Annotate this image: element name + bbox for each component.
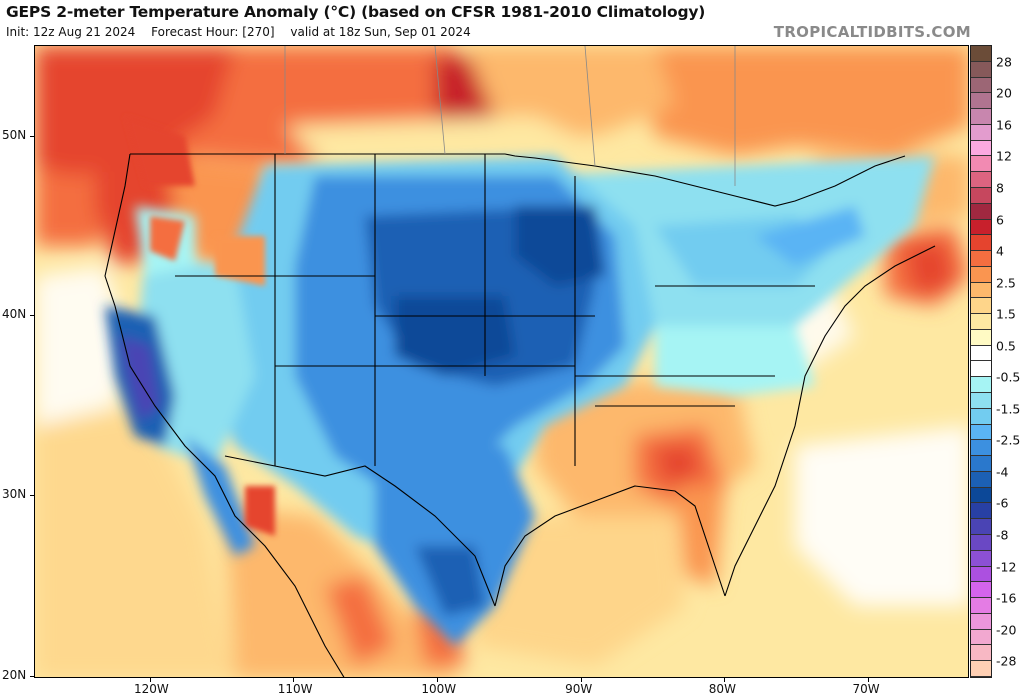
colorbar-band [971,519,991,536]
colorbar-band [971,219,991,236]
chart-subtitle: Init: 12z Aug 21 2024 Forecast Hour: [27… [6,25,483,39]
colorbar-band [971,550,991,567]
colorbar-band [971,361,991,378]
gulf-coast [494,485,726,607]
colorbar-label: 20 [996,85,1012,101]
colorbar-band [971,440,991,457]
colorbar-band [971,187,991,204]
colorbar-band [971,661,991,677]
colorbar-label: -16 [996,590,1017,606]
colorbar-label: 8 [996,180,1004,196]
colorbar-band [971,629,991,646]
lat-tick-mark [30,135,34,137]
colorbar-band [971,140,991,157]
colorbar-label: -4 [996,464,1009,480]
colorbar-band [971,613,991,630]
lon-tick-label: 70W [852,682,880,696]
lon-tick-mark [868,678,869,682]
colorbar-band [971,645,991,662]
colorbar-band [971,266,991,283]
cold-regions [105,156,935,646]
lon-tick-label: 110W [277,682,313,696]
colorbar-band [971,393,991,409]
colorbar-label: -2.5 [996,432,1021,448]
lat-tick-label: 50N [2,128,27,142]
colorbar-label: 6 [996,212,1004,228]
lon-tick-label: 100W [421,682,457,696]
colorbar-band [971,471,991,488]
lon-tick-mark [580,678,582,682]
forecast-hour: Forecast Hour: [270] [151,25,275,39]
province-borders [284,46,736,186]
colorbar-label: -8 [996,527,1009,543]
colorbar-label: 16 [996,117,1012,133]
lat-tick-label: 20N [2,668,27,682]
colorbar-band [971,109,991,125]
lon-tick-label: 120W [134,682,169,696]
colorbar-band [971,203,991,220]
lat-tick-mark [30,675,34,677]
colorbar-band [971,156,991,173]
colorbar-label: 1.5 [996,306,1016,322]
colorbar-label: 0.5 [996,338,1016,354]
brand-watermark: TROPICALTIDBITS.COM [773,23,971,41]
colorbar-band [971,329,991,346]
colorbar-band [971,598,991,614]
colorbar-band [971,377,991,394]
warm-spots [125,116,275,536]
lon-tick-mark [436,678,438,682]
anomaly-field [35,46,968,677]
political-borders [104,153,936,677]
colorbar-label: -1.5 [996,401,1021,417]
lon-tick-mark [293,678,295,682]
colorbar-label: -6 [996,495,1009,511]
colorbar-band [971,235,991,252]
colorbar-label: -20 [996,622,1017,638]
colorbar-label: -28 [996,653,1017,669]
colorbar-band [971,456,991,472]
colorbar-label: -0.5 [996,369,1021,385]
colorbar-label: 28 [996,54,1012,70]
colorbar-band [971,251,991,267]
colorbar-label: 4 [996,243,1004,259]
colorbar [970,45,992,678]
colorbar-label: 2.5 [996,275,1016,291]
colorbar-band [971,124,991,141]
colorbar-band [971,503,991,520]
lon-tick-label: 80W [708,682,736,696]
west-coast [104,153,345,677]
colorbar-band [971,487,991,504]
colorbar-band [971,408,991,425]
colorbar-band [971,61,991,78]
colorbar-band [971,566,991,583]
chart-title: GEPS 2-meter Temperature Anomaly (°C) (b… [6,3,706,21]
colorbar-band [971,46,991,62]
valid-time: valid at 18z Sun, Sep 01 2024 [290,25,471,39]
colorbar-band [971,77,991,94]
anomaly-map [34,45,969,678]
lat-tick-label: 30N [2,487,27,501]
lon-tick-mark [724,678,726,682]
east-coast [724,245,936,597]
lat-tick-mark [30,314,34,316]
lat-tick-label: 40N [2,307,27,321]
us-canada-border [130,153,906,207]
colorbar-band [971,298,991,315]
init-time: Init: 12z Aug 21 2024 [6,25,136,39]
colorbar-label: 12 [996,148,1012,164]
lon-tick-label: 90W [565,682,593,696]
colorbar-band [971,314,991,330]
mexico-border [224,455,496,607]
colorbar-band [971,424,991,441]
colorbar-band [971,345,991,362]
colorbar-band [971,172,991,188]
colorbar-band [971,282,991,299]
colorbar-band [971,535,991,551]
colorbar-band [971,93,991,110]
colorbar-label: -12 [996,559,1017,575]
lat-tick-mark [30,494,34,496]
lon-tick-mark [149,678,151,682]
colorbar-band [971,582,991,599]
